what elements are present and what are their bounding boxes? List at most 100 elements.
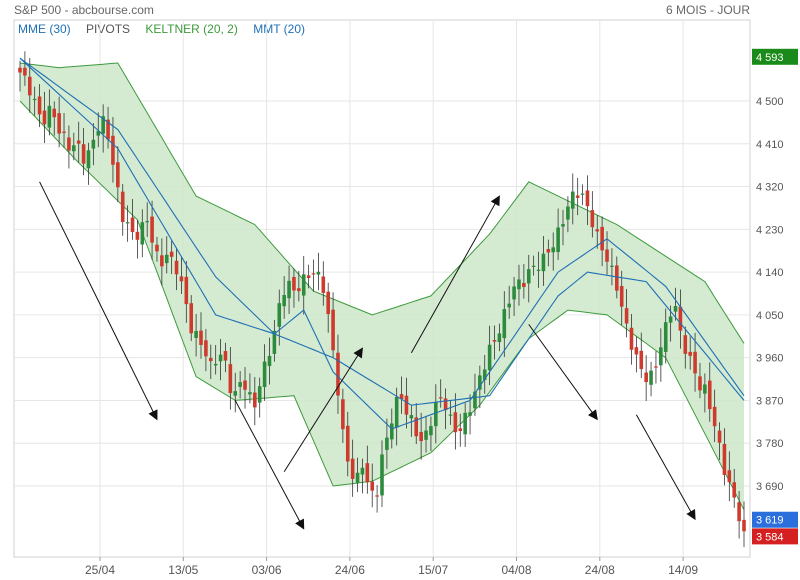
candle-body <box>644 372 648 383</box>
trend-arrow <box>283 347 363 473</box>
keltner-band <box>20 63 744 510</box>
trend-arrow <box>39 181 158 421</box>
candle-body <box>497 333 502 343</box>
candle-body <box>243 380 247 390</box>
candle-body <box>336 352 340 396</box>
candle-body <box>737 502 741 522</box>
price-tag <box>752 528 798 545</box>
price-tag-label: 3 584 <box>756 531 784 543</box>
candle-body <box>458 428 463 432</box>
candle-body <box>492 340 497 342</box>
candle-body <box>62 131 66 133</box>
legend-item-keltner[interactable]: KELTNER (20, 2) <box>145 22 238 36</box>
candle-body <box>414 417 419 437</box>
candle-body <box>580 193 585 195</box>
candle-body <box>380 454 384 496</box>
candle-body <box>688 351 692 356</box>
candle-body <box>438 397 443 399</box>
candle-body <box>424 430 428 440</box>
candle-body <box>375 495 379 497</box>
candle-body <box>482 369 487 380</box>
candle-body <box>341 399 345 430</box>
candle-body <box>282 294 286 307</box>
candle-body <box>536 269 541 271</box>
x-tick-label: 25/04 <box>85 563 115 577</box>
y-tick-label: 4 050 <box>756 310 784 322</box>
candle-body <box>668 316 673 323</box>
candle-body <box>218 354 223 362</box>
candle-body <box>316 271 321 275</box>
candle-body <box>703 384 707 394</box>
candle-body <box>223 351 228 361</box>
legend-item-mme[interactable]: MME (30) <box>18 22 71 36</box>
price-tag <box>752 48 798 65</box>
candle-body <box>37 96 42 115</box>
candle-body <box>429 426 433 436</box>
candle-body <box>184 276 189 305</box>
candle-body <box>619 285 624 307</box>
plot-frame <box>13 19 751 558</box>
candle-body <box>67 137 71 151</box>
candle-body <box>277 303 282 327</box>
candle-body <box>52 108 57 118</box>
candle-body <box>742 519 746 532</box>
candle-body <box>541 253 546 272</box>
trend-arrow <box>528 324 598 421</box>
ema30-line <box>19 57 745 406</box>
candle-body <box>42 110 47 125</box>
candle-body <box>365 463 370 483</box>
candle-body <box>673 306 678 312</box>
y-tick-label: 4 500 <box>756 96 784 108</box>
period-label: 6 MOIS - JOUR <box>665 3 750 17</box>
candle-body <box>150 216 154 243</box>
candle-body <box>272 330 277 354</box>
candle-body <box>47 105 52 128</box>
candle-body <box>292 276 296 291</box>
candle-body <box>125 222 130 224</box>
candle-body <box>546 248 551 253</box>
candle-body <box>160 255 164 267</box>
y-tick-label: 4 320 <box>756 182 784 194</box>
candle-body <box>570 191 575 209</box>
candle-body <box>722 443 727 475</box>
candle-body <box>111 135 115 165</box>
candle-body <box>72 145 76 152</box>
candle-body <box>189 303 194 334</box>
candle-body <box>360 467 365 475</box>
candle-body <box>331 309 335 351</box>
candle-body <box>297 288 301 292</box>
candle-body <box>199 330 203 345</box>
candle-body <box>174 260 179 275</box>
candle-body <box>208 357 213 362</box>
price-tag <box>752 511 798 528</box>
candle-body <box>531 265 536 267</box>
candle-body <box>634 347 639 355</box>
candle-body <box>585 190 590 207</box>
candle-body <box>248 392 252 395</box>
trend-arrow <box>635 414 696 521</box>
candle-body <box>130 217 135 233</box>
candle-body <box>473 391 477 409</box>
legend-item-pivots[interactable]: PIVOTS <box>86 22 131 36</box>
candle-body <box>213 363 218 366</box>
candle-body <box>575 195 580 198</box>
candle-body <box>204 340 208 357</box>
candle-body <box>194 330 198 339</box>
candle-body <box>443 398 448 411</box>
candle-body <box>683 335 688 354</box>
candle-body <box>610 265 614 267</box>
candle-body <box>135 231 140 240</box>
candle-body <box>659 347 663 366</box>
x-tick-label: 03/06 <box>252 563 282 577</box>
candle-body <box>57 113 61 134</box>
price-tag-label: 4 593 <box>756 52 784 64</box>
candle-body <box>551 247 556 253</box>
candle-body <box>624 308 629 324</box>
candle-body <box>350 458 355 479</box>
x-tick-label: 24/08 <box>585 563 615 577</box>
candle-body <box>287 280 291 299</box>
candle-body <box>649 370 653 385</box>
candle-body <box>179 276 184 282</box>
candle-body <box>140 222 145 245</box>
